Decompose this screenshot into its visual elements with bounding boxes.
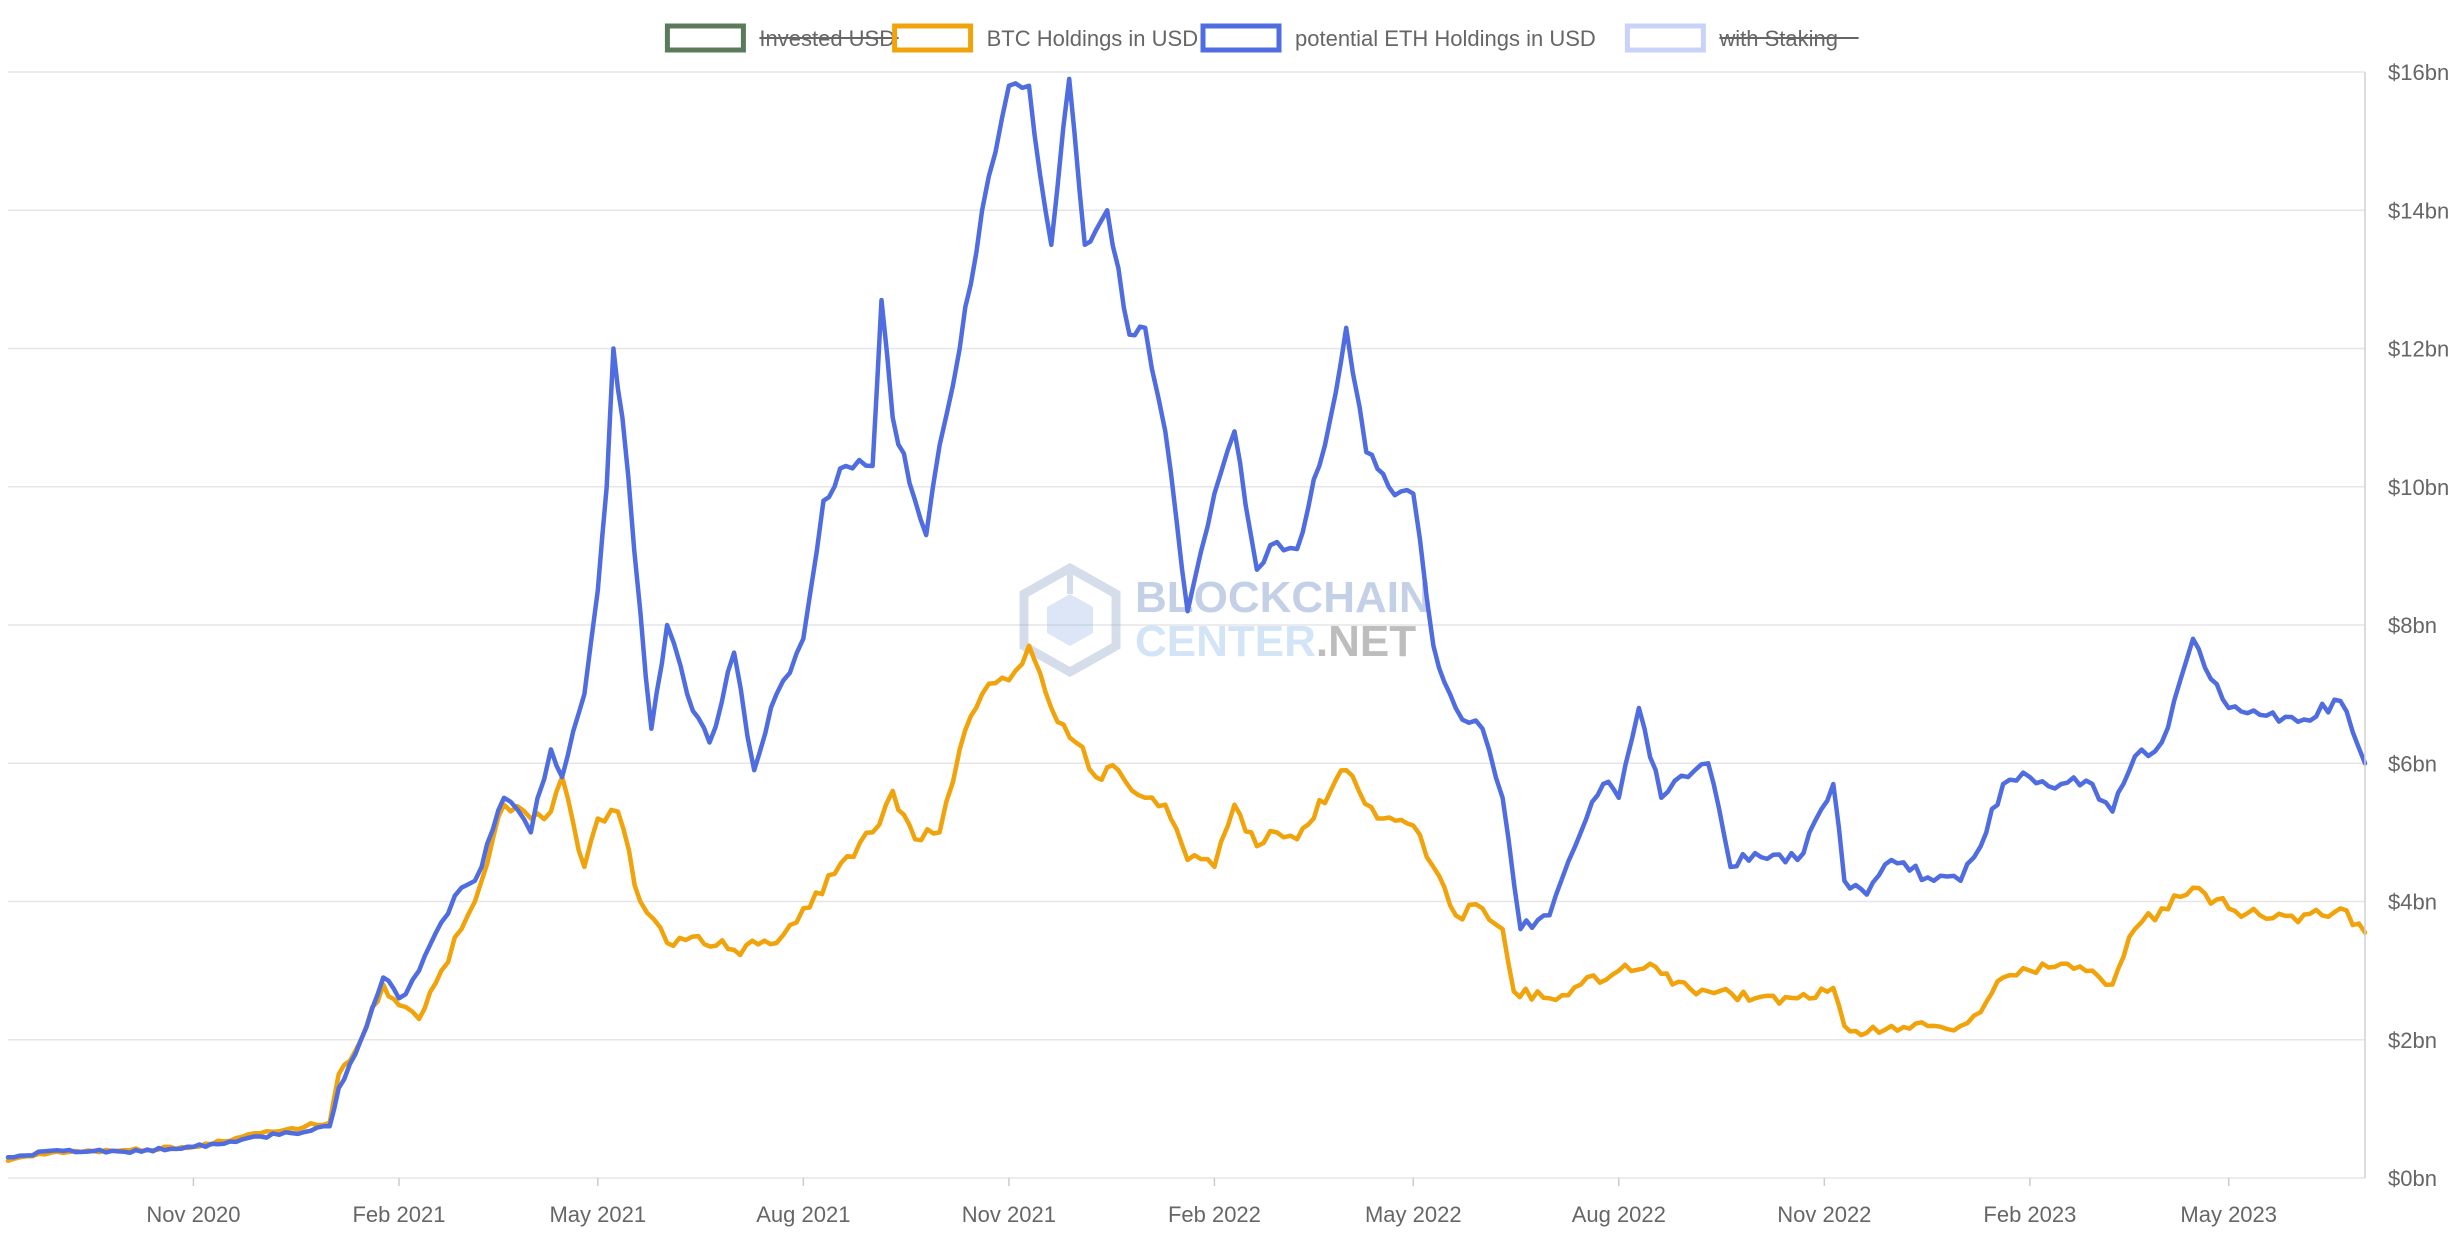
y-tick-label: $2bn (2388, 1028, 2437, 1053)
x-tick-label: May 2023 (2180, 1202, 2277, 1227)
legend: Invested USD BTC Holdings in USD potential… (664, 23, 1859, 53)
axes: $0bn $2bn $4bn $6bn $8bn $10bn $12bn $14bn $16bn… (146, 60, 2449, 1227)
x-tick-label: Aug 2022 (1572, 1202, 1666, 1227)
x-tick-label: Nov 2022 (1777, 1202, 1871, 1227)
legend-swatch (892, 23, 974, 53)
watermark-line2a: CENTER (1135, 617, 1316, 666)
y-tick-label: $6bn (2388, 751, 2437, 776)
legend-swatch (664, 23, 746, 53)
y-tick-label: $10bn (2388, 475, 2449, 500)
legend-item[interactable]: with Staking (1624, 23, 1859, 53)
x-tick-label: Feb 2023 (1983, 1202, 2076, 1227)
x-tick-label: May 2021 (549, 1202, 646, 1227)
grid-lines (8, 71, 2365, 1179)
legend-label: BTC Holdings in USD (987, 26, 1199, 51)
watermark-line2: CENTER.NET (1135, 617, 1416, 666)
x-tick-label: May 2022 (1365, 1202, 1462, 1227)
x-tick-label: Nov 2021 (962, 1202, 1056, 1227)
x-tick-label: Feb 2022 (1168, 1202, 1261, 1227)
series-line-eth (5, 76, 2368, 1160)
legend-item[interactable]: potential ETH Holdings in USD (1200, 23, 1596, 53)
x-tick-label: Aug 2021 (756, 1202, 850, 1227)
watermark-line2b: .NET (1316, 617, 1416, 666)
legend-item[interactable]: Invested USD (664, 23, 899, 53)
y-tick-label: $12bn (2388, 337, 2449, 362)
legend-item[interactable]: BTC Holdings in USD (892, 23, 1199, 53)
watermark-line1: BLOCKCHAIN (1135, 573, 1431, 622)
x-tick-label: Feb 2021 (352, 1202, 445, 1227)
legend-swatch (1624, 23, 1706, 53)
legend-swatch (1200, 23, 1282, 53)
y-tick-label: $0bn (2388, 1166, 2437, 1191)
x-tick-label: Nov 2020 (146, 1202, 240, 1227)
y-tick-label: $14bn (2388, 198, 2449, 223)
series-line-btc (5, 643, 2368, 1163)
watermark-logo: BLOCKCHAIN CENTER.NET (1019, 562, 1431, 678)
cube-logo-icon (1019, 562, 1121, 678)
y-tick-label: $8bn (2388, 613, 2437, 638)
y-tick-label: $16bn (2388, 60, 2449, 85)
y-tick-label: $4bn (2388, 890, 2437, 915)
legend-label: potential ETH Holdings in USD (1295, 26, 1596, 51)
series-lines (5, 76, 2368, 1163)
